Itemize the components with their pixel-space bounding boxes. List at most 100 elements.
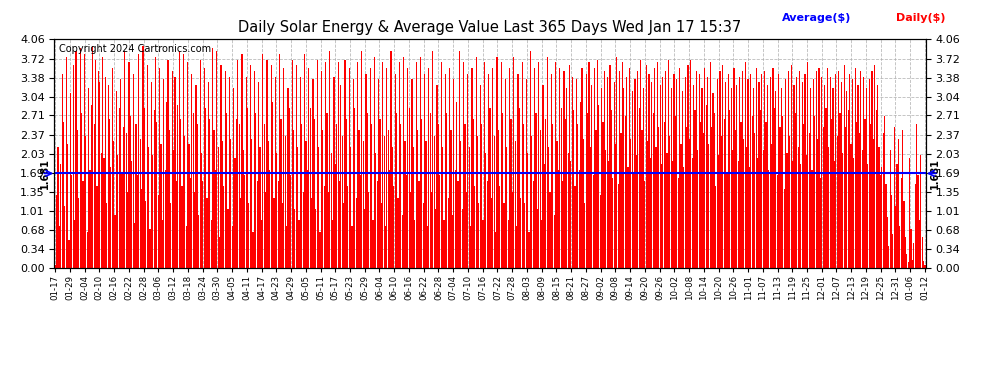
Bar	[884, 116, 885, 268]
Bar	[802, 82, 803, 268]
Bar	[178, 51, 180, 268]
Bar	[269, 170, 270, 268]
Bar	[381, 203, 382, 268]
Bar	[673, 74, 674, 268]
Bar	[820, 178, 821, 268]
Bar	[133, 74, 134, 268]
Bar	[515, 141, 516, 268]
Bar	[344, 203, 345, 268]
Bar	[586, 74, 587, 268]
Bar	[548, 147, 549, 268]
Bar	[581, 68, 583, 268]
Bar	[830, 76, 831, 268]
Bar	[564, 119, 566, 268]
Bar	[836, 74, 837, 268]
Bar	[520, 198, 522, 268]
Bar	[123, 127, 124, 268]
Bar	[826, 108, 827, 268]
Bar	[741, 122, 742, 268]
Bar	[341, 85, 342, 268]
Bar	[562, 181, 563, 268]
Bar	[779, 127, 780, 268]
Bar	[457, 181, 458, 268]
Bar	[119, 108, 120, 268]
Bar	[79, 48, 81, 268]
Bar	[106, 203, 107, 268]
Bar	[713, 93, 714, 268]
Bar	[748, 167, 749, 268]
Bar	[624, 88, 625, 268]
Bar	[396, 113, 397, 268]
Bar	[187, 63, 188, 268]
Bar	[636, 156, 637, 268]
Bar	[755, 68, 757, 268]
Bar	[461, 209, 462, 268]
Bar	[690, 60, 691, 268]
Bar	[694, 110, 696, 268]
Bar	[146, 201, 147, 268]
Bar	[711, 127, 712, 268]
Bar	[260, 220, 262, 268]
Bar	[152, 156, 153, 268]
Bar	[337, 124, 338, 268]
Bar	[737, 85, 738, 268]
Bar	[299, 220, 300, 268]
Bar	[516, 226, 517, 268]
Bar	[519, 108, 520, 268]
Bar	[392, 147, 393, 268]
Bar	[56, 195, 57, 268]
Bar	[731, 88, 732, 268]
Bar	[231, 138, 232, 268]
Bar	[546, 57, 547, 268]
Bar	[458, 51, 460, 268]
Bar	[687, 65, 689, 268]
Bar	[607, 76, 608, 268]
Bar	[72, 65, 74, 268]
Bar	[892, 234, 894, 268]
Bar	[301, 124, 303, 268]
Bar	[788, 71, 789, 268]
Bar	[170, 203, 171, 268]
Bar	[645, 65, 646, 268]
Bar	[654, 68, 655, 268]
Bar	[446, 113, 447, 268]
Bar	[643, 88, 644, 268]
Bar	[166, 102, 167, 268]
Bar	[229, 76, 230, 268]
Bar	[218, 147, 219, 268]
Bar	[840, 113, 841, 268]
Bar	[846, 91, 847, 268]
Bar	[263, 124, 265, 268]
Bar	[156, 122, 157, 268]
Bar	[110, 167, 112, 268]
Bar	[413, 147, 414, 268]
Bar	[495, 231, 496, 268]
Bar	[445, 74, 446, 268]
Bar	[417, 130, 418, 268]
Text: 1.681: 1.681	[930, 158, 940, 189]
Bar	[431, 192, 432, 268]
Bar	[781, 88, 782, 268]
Text: 1.681: 1.681	[40, 158, 50, 189]
Bar	[875, 110, 877, 268]
Bar	[102, 57, 103, 268]
Bar	[379, 119, 380, 268]
Bar	[550, 74, 552, 268]
Bar	[75, 51, 76, 268]
Bar	[371, 124, 372, 268]
Bar	[735, 130, 736, 268]
Bar	[540, 130, 541, 268]
Bar	[157, 195, 158, 268]
Bar	[324, 186, 325, 268]
Bar	[163, 80, 164, 268]
Bar	[747, 80, 748, 268]
Bar	[441, 63, 442, 268]
Bar	[191, 74, 192, 268]
Bar	[498, 130, 499, 268]
Bar	[352, 80, 354, 268]
Bar	[416, 63, 417, 268]
Bar	[332, 220, 333, 268]
Bar	[284, 136, 286, 268]
Bar	[482, 220, 484, 268]
Bar	[399, 63, 400, 268]
